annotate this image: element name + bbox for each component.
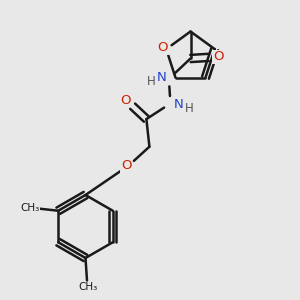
Text: O: O: [213, 50, 223, 64]
Text: N: N: [174, 98, 184, 111]
Text: N: N: [157, 71, 166, 84]
Text: H: H: [185, 102, 194, 116]
Text: O: O: [120, 94, 131, 107]
Text: H: H: [146, 75, 155, 88]
Text: CH₃: CH₃: [20, 203, 40, 213]
Text: CH₃: CH₃: [78, 282, 97, 292]
Text: O: O: [158, 41, 168, 54]
Text: O: O: [121, 159, 131, 172]
